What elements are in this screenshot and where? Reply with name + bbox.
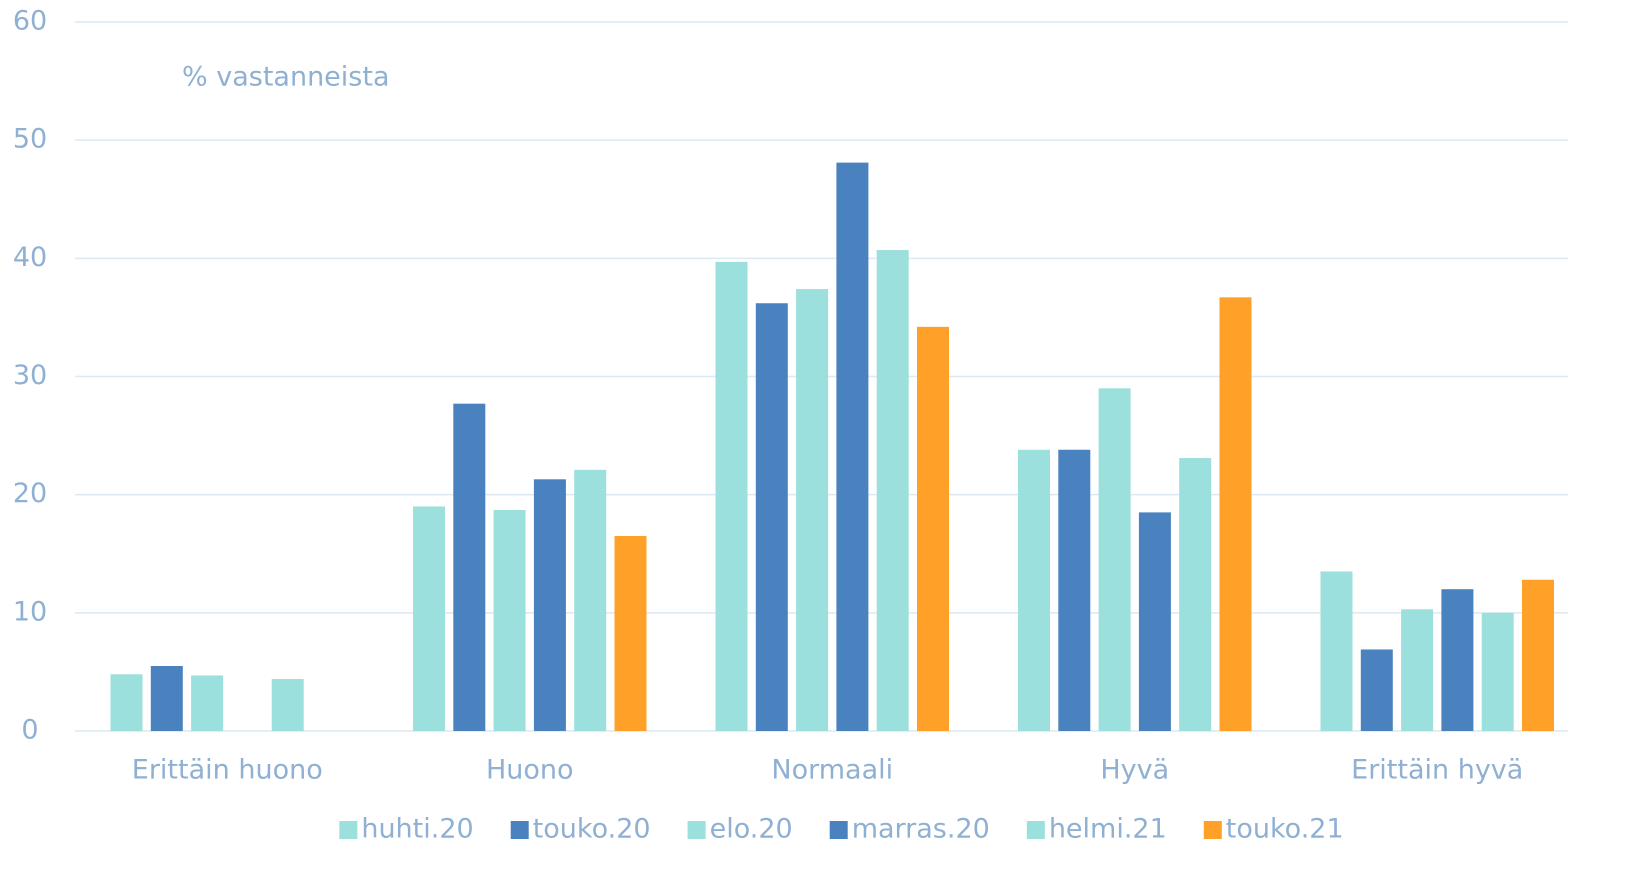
legend-swatch <box>829 821 848 839</box>
y-tick-label: 30 <box>13 360 47 391</box>
x-tick-label: Huono <box>486 755 574 786</box>
bar <box>150 666 183 731</box>
bar <box>1179 458 1212 731</box>
bar <box>453 403 486 731</box>
bar <box>614 536 647 731</box>
bar <box>271 679 304 731</box>
y-tick-label: 60 <box>13 6 47 37</box>
bar <box>1098 388 1131 731</box>
bar <box>1138 512 1171 731</box>
bar <box>715 261 748 731</box>
bar <box>1401 609 1434 731</box>
bar <box>1522 579 1554 731</box>
legend-label: touko.20 <box>533 814 651 845</box>
bar <box>1320 571 1353 731</box>
y-tick-label: 50 <box>13 124 47 155</box>
bar <box>755 303 788 731</box>
bar <box>533 479 566 731</box>
bar <box>574 469 607 731</box>
legend-swatch <box>510 821 529 839</box>
x-tick-label: Hyvä <box>1100 755 1169 786</box>
bar <box>917 326 949 731</box>
legend-swatch <box>687 821 706 839</box>
bar <box>1360 649 1393 731</box>
x-tick-label: Erittäin huono <box>132 755 323 786</box>
bar <box>191 675 224 731</box>
legend-swatch <box>339 821 358 839</box>
legend-label: helmi.21 <box>1049 814 1167 845</box>
bar <box>110 674 143 731</box>
x-tick-label: Normaali <box>771 755 893 786</box>
annotation: % vastanneista <box>182 62 390 93</box>
legend-label: huhti.20 <box>361 814 473 845</box>
legend-label: marras.20 <box>852 814 990 845</box>
x-tick-label: Erittäin hyvä <box>1351 755 1523 786</box>
bar <box>876 250 909 732</box>
y-tick-label: 40 <box>13 242 47 273</box>
y-tick-label: 0 <box>21 715 38 746</box>
bar <box>493 510 526 731</box>
bar <box>1219 297 1252 731</box>
y-tick-label: 20 <box>13 478 47 509</box>
legend-label: touko.21 <box>1226 814 1344 845</box>
bar <box>836 162 869 731</box>
y-tick-label: 10 <box>13 596 47 627</box>
bar <box>1058 449 1091 731</box>
bar <box>1441 589 1474 731</box>
bar <box>1481 612 1514 731</box>
legend-swatch <box>1026 821 1045 839</box>
bar <box>796 289 829 731</box>
bar <box>1018 449 1050 731</box>
legend-swatch <box>1203 821 1222 839</box>
legend-label: elo.20 <box>710 814 793 845</box>
bar <box>413 506 445 731</box>
